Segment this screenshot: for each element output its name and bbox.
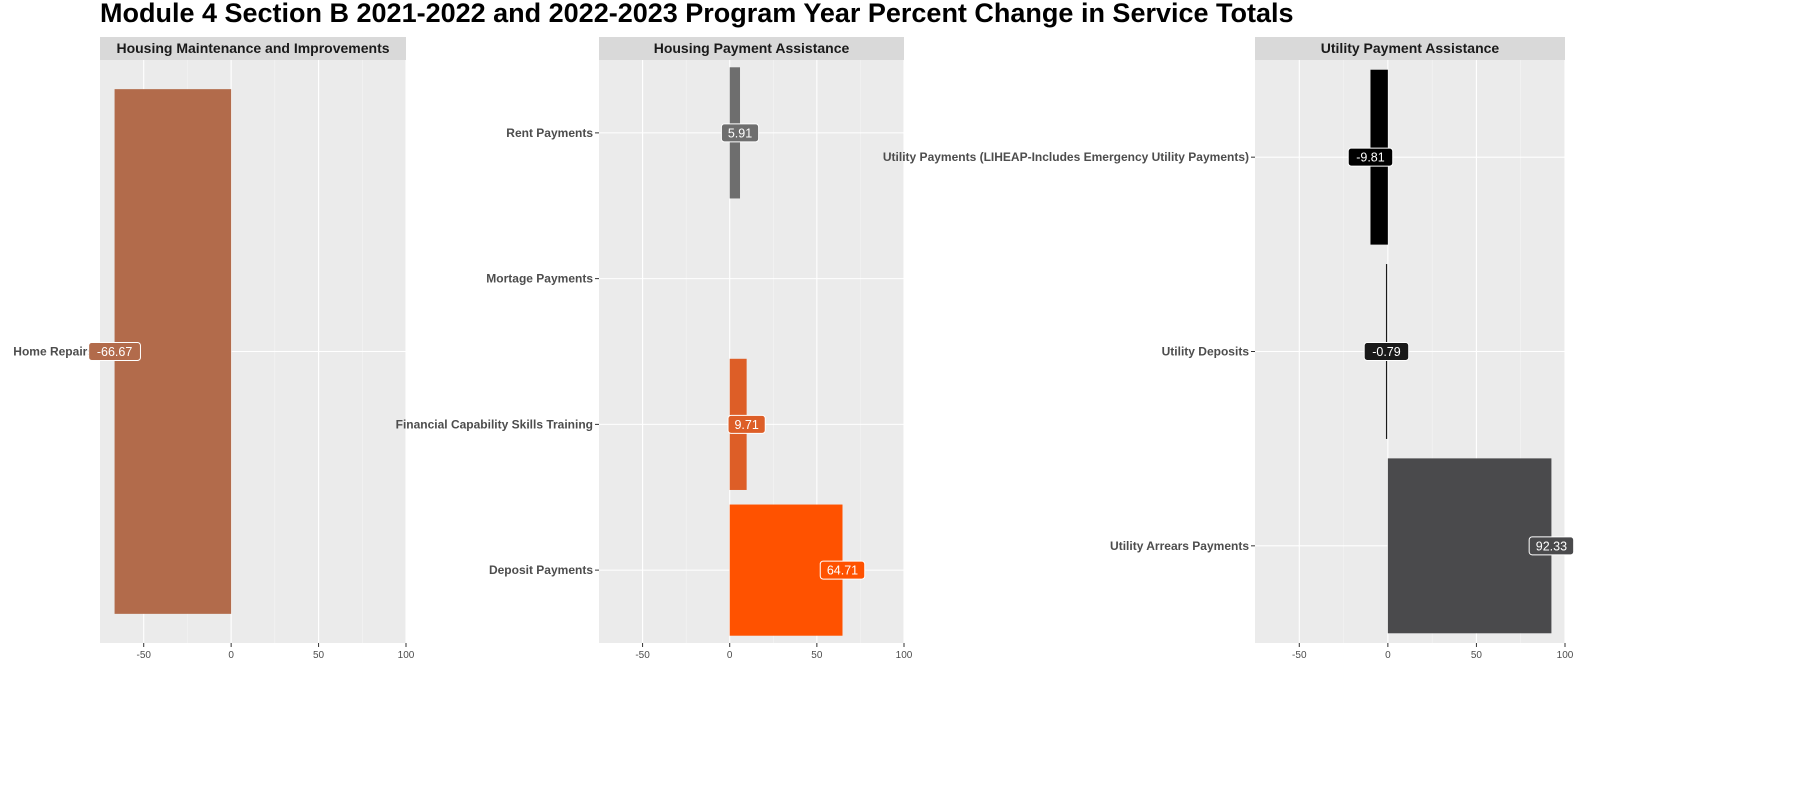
category-label: Rent Payments <box>506 126 593 140</box>
category-label: Deposit Payments <box>489 563 593 577</box>
x-tick-label: -50 <box>1292 650 1307 661</box>
x-tick-label: 0 <box>228 650 234 661</box>
x-tick-label: 100 <box>1557 650 1574 661</box>
bar <box>1387 458 1552 634</box>
category-label: Home Repairs <box>13 345 94 359</box>
chart-title: Module 4 Section B 2021-2022 and 2022-20… <box>100 0 1294 28</box>
data-label-text: -66.67 <box>97 345 132 359</box>
x-tick-label: 0 <box>1385 650 1391 661</box>
data-label-text: 5.91 <box>728 126 752 140</box>
data-label-box <box>1347 147 1394 167</box>
data-label: 64.71 <box>819 560 866 580</box>
category-label: Utility Deposits <box>1162 345 1250 359</box>
x-tick-label: 50 <box>313 650 325 661</box>
facet-strip <box>599 37 904 60</box>
data-label: -9.81 <box>1347 147 1394 167</box>
data-label-text: -9.81 <box>1356 151 1385 165</box>
facet-strip <box>100 37 406 60</box>
data-label: -0.79 <box>1363 342 1410 361</box>
facet-strip-label: Housing Maintenance and Improvements <box>116 40 389 56</box>
x-tick-label: 100 <box>398 650 415 661</box>
category-label: Utility Payments (LIHEAP-Includes Emerge… <box>883 150 1249 164</box>
facet-strip <box>1255 37 1565 60</box>
data-label-text: 92.33 <box>1536 539 1567 553</box>
category-label: Mortage Payments <box>486 272 593 286</box>
x-tick-label: 0 <box>727 650 733 661</box>
data-label-text: -0.79 <box>1372 345 1401 359</box>
x-tick-label: 50 <box>811 650 823 661</box>
data-label-box <box>727 414 766 434</box>
facet-strip-label: Utility Payment Assistance <box>1321 40 1500 56</box>
category-label: Utility Arrears Payments <box>1110 539 1249 553</box>
data-label-box <box>1528 536 1575 556</box>
data-label-box <box>1363 342 1410 361</box>
data-label-box <box>819 560 866 580</box>
x-tick-label: -50 <box>136 650 151 661</box>
data-label-box <box>720 123 760 143</box>
data-label: -66.67 <box>88 342 141 361</box>
x-tick-label: 50 <box>1471 650 1483 661</box>
facet-strip-label: Housing Payment Assistance <box>654 40 850 56</box>
x-tick-label: 100 <box>896 650 913 661</box>
data-label: 9.71 <box>727 414 766 434</box>
category-label: Financial Capability Skills Training <box>396 417 593 431</box>
data-label-text: 9.71 <box>734 418 758 432</box>
data-label-box <box>88 342 141 361</box>
data-label: 92.33 <box>1528 536 1575 556</box>
x-tick-label: -50 <box>635 650 650 661</box>
data-label: 5.91 <box>720 123 760 143</box>
data-label-text: 64.71 <box>827 564 858 578</box>
